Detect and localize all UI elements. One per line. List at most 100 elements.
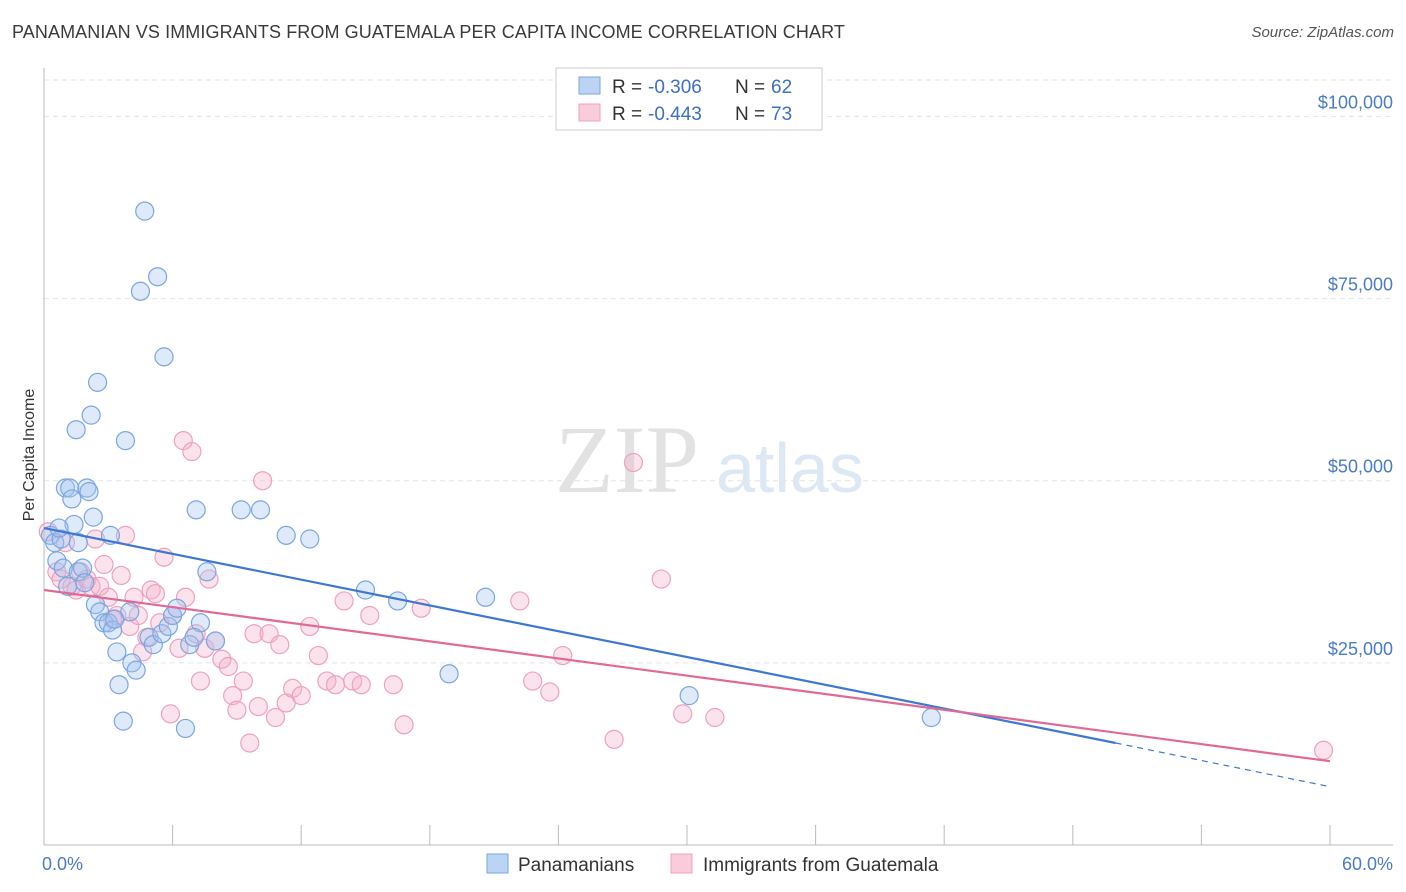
point-guatemala	[705, 707, 725, 728]
trend-line-panamanians-extension	[1115, 742, 1331, 788]
point-panamanians	[75, 573, 95, 593]
grid-lines	[44, 79, 1393, 664]
point-panamanians	[105, 609, 125, 629]
legend-swatch-panamanians	[578, 76, 601, 95]
point-guatemala	[94, 554, 114, 575]
legend-n-label: N =	[735, 77, 765, 98]
point-panamanians	[62, 489, 82, 509]
bottom-legend-panamanians: Panamanians	[518, 855, 634, 876]
point-panamanians	[250, 500, 271, 520]
point-panamanians	[186, 500, 206, 520]
bottom-legend-guatemala: Immigrants from Guatemala	[703, 855, 939, 876]
legend-r-value: -0.443	[648, 104, 702, 125]
point-guatemala	[248, 696, 268, 717]
legend-swatch-guatemala	[578, 103, 601, 122]
bottom-legend-swatch-guatemala	[670, 853, 693, 874]
y-axis-label: Per Capita Income	[21, 389, 38, 522]
y-tick-label: $50,000	[1328, 457, 1393, 477]
point-panamanians	[152, 624, 172, 644]
point-panamanians	[300, 529, 320, 549]
point-panamanians	[147, 267, 168, 287]
point-guatemala	[111, 565, 131, 586]
point-guatemala	[223, 686, 243, 706]
point-guatemala	[227, 700, 247, 720]
point-guatemala	[212, 649, 232, 669]
trend-line-guatemala	[43, 588, 1331, 763]
point-guatemala	[394, 715, 414, 735]
point-guatemala	[291, 686, 311, 706]
point-guatemala	[244, 624, 264, 644]
chart-title: PANAMANIAN VS IMMIGRANTS FROM GUATEMALA …	[12, 22, 845, 42]
point-guatemala	[265, 707, 286, 728]
x-tick-labels: 0.0% 60.0%	[42, 854, 1393, 874]
point-panamanians	[355, 580, 376, 600]
point-panamanians	[130, 281, 151, 301]
point-guatemala	[145, 584, 166, 604]
y-tick-label: $100,000	[1318, 92, 1393, 112]
watermark-atlas: atlas	[716, 429, 864, 507]
point-guatemala	[169, 638, 189, 658]
point-panamanians	[79, 482, 99, 502]
point-panamanians	[276, 525, 296, 545]
point-panamanians	[68, 533, 88, 553]
point-panamanians	[126, 660, 146, 680]
point-guatemala	[510, 591, 530, 611]
point-guatemala	[218, 656, 238, 677]
point-panamanians	[197, 562, 217, 582]
legend-r-label: R =	[612, 104, 642, 125]
point-guatemala	[325, 675, 346, 695]
point-guatemala	[351, 675, 371, 695]
series-panamanians-points	[40, 201, 941, 739]
point-panamanians	[205, 631, 226, 651]
point-guatemala	[604, 729, 624, 749]
point-guatemala	[651, 569, 671, 589]
point-guatemala	[623, 452, 644, 473]
legend-r-label: R =	[612, 77, 642, 98]
point-panamanians	[154, 347, 174, 367]
point-panamanians	[921, 707, 941, 728]
point-panamanians	[83, 507, 103, 527]
point-guatemala	[233, 671, 253, 691]
point-panamanians	[49, 518, 69, 538]
point-panamanians	[475, 587, 496, 607]
trend-line-panamanians	[43, 526, 1116, 745]
x-tick-label: 60.0%	[1342, 854, 1393, 874]
legend-r-value: -0.306	[648, 77, 702, 98]
point-panamanians	[55, 478, 76, 498]
point-guatemala	[308, 645, 328, 666]
point-panamanians	[47, 551, 67, 571]
x-tick-label: 0.0%	[42, 854, 83, 874]
point-panamanians	[175, 718, 196, 739]
watermark-zip: ZIP	[555, 406, 699, 513]
point-panamanians	[158, 616, 178, 637]
point-panamanians	[679, 686, 699, 706]
point-guatemala	[253, 471, 273, 491]
point-panamanians	[113, 711, 133, 731]
y-tick-label: $75,000	[1328, 275, 1393, 295]
correlation-legend: R = -0.306 N = 62 R = -0.443 N = 73	[555, 67, 823, 131]
point-guatemala	[540, 682, 560, 702]
point-panamanians	[87, 372, 108, 392]
y-tick-labels: $25,000 $50,000 $75,000 $100,000	[1318, 92, 1393, 658]
point-guatemala	[553, 645, 573, 666]
point-panamanians	[439, 664, 459, 684]
point-panamanians	[66, 420, 86, 440]
point-guatemala	[240, 733, 260, 753]
point-guatemala	[523, 671, 543, 691]
point-guatemala	[190, 671, 211, 691]
point-panamanians	[109, 675, 129, 695]
legend-n-label: N =	[735, 104, 765, 125]
point-guatemala	[160, 704, 181, 724]
point-panamanians	[231, 500, 251, 520]
legend-n-value: 62	[771, 77, 792, 98]
point-guatemala	[360, 605, 380, 626]
point-panamanians	[72, 558, 93, 578]
point-panamanians	[81, 405, 101, 425]
point-panamanians	[107, 642, 127, 662]
point-guatemala	[383, 675, 403, 695]
point-guatemala	[673, 704, 693, 724]
point-guatemala	[334, 591, 354, 611]
point-guatemala	[270, 635, 290, 655]
series-legend: Panamanians Immigrants from Guatemala	[486, 853, 939, 876]
